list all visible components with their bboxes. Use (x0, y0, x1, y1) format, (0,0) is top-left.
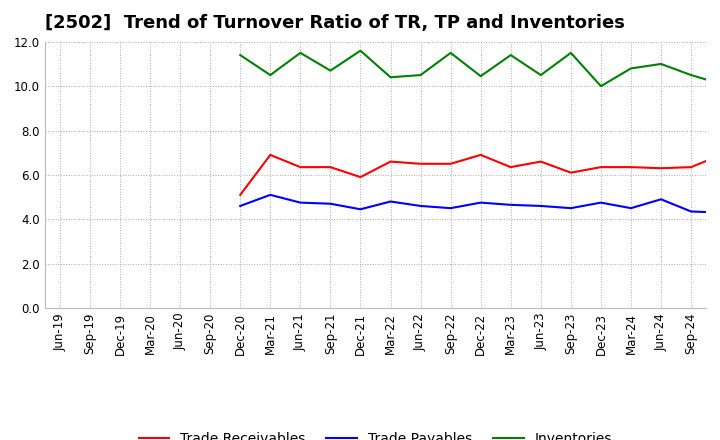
Trade Receivables (687, 165, 696, 170)
Trade Receivables (386, 159, 395, 164)
Inventories (626, 66, 635, 71)
Inventories (266, 73, 274, 78)
Trade Receivables (266, 152, 274, 158)
Line: Trade Receivables: Trade Receivables (240, 155, 720, 195)
Trade Receivables (626, 165, 635, 170)
Trade Payables (626, 205, 635, 211)
Trade Payables (416, 203, 425, 209)
Trade Payables (687, 209, 696, 214)
Line: Trade Payables: Trade Payables (240, 195, 720, 214)
Trade Payables (236, 203, 245, 209)
Inventories (236, 52, 245, 58)
Inventories (386, 75, 395, 80)
Trade Payables (356, 207, 365, 212)
Trade Payables (717, 210, 720, 215)
Inventories (477, 73, 485, 79)
Line: Inventories: Inventories (240, 51, 720, 86)
Trade Receivables (717, 152, 720, 158)
Trade Payables (477, 200, 485, 205)
Trade Receivables (597, 165, 606, 170)
Trade Receivables (506, 165, 515, 170)
Trade Payables (386, 199, 395, 204)
Inventories (597, 84, 606, 89)
Legend: Trade Receivables, Trade Payables, Inventories: Trade Receivables, Trade Payables, Inven… (133, 427, 618, 440)
Inventories (446, 50, 455, 55)
Inventories (536, 73, 545, 78)
Trade Receivables (477, 152, 485, 158)
Text: [2502]  Trend of Turnover Ratio of TR, TP and Inventories: [2502] Trend of Turnover Ratio of TR, TP… (45, 14, 625, 32)
Inventories (567, 50, 575, 55)
Trade Receivables (536, 159, 545, 164)
Trade Receivables (446, 161, 455, 166)
Trade Payables (446, 205, 455, 211)
Inventories (416, 73, 425, 78)
Inventories (687, 73, 696, 78)
Trade Receivables (356, 175, 365, 180)
Trade Receivables (416, 161, 425, 166)
Trade Payables (506, 202, 515, 208)
Inventories (296, 50, 305, 55)
Trade Receivables (296, 165, 305, 170)
Inventories (657, 61, 665, 66)
Trade Receivables (657, 165, 665, 171)
Inventories (506, 52, 515, 58)
Inventories (326, 68, 335, 73)
Trade Payables (536, 203, 545, 209)
Trade Payables (266, 192, 274, 198)
Trade Receivables (236, 192, 245, 198)
Trade Payables (296, 200, 305, 205)
Trade Payables (597, 200, 606, 205)
Trade Payables (326, 201, 335, 206)
Inventories (717, 81, 720, 87)
Inventories (356, 48, 365, 53)
Trade Receivables (326, 165, 335, 170)
Trade Payables (567, 205, 575, 211)
Trade Payables (657, 197, 665, 202)
Trade Receivables (567, 170, 575, 175)
